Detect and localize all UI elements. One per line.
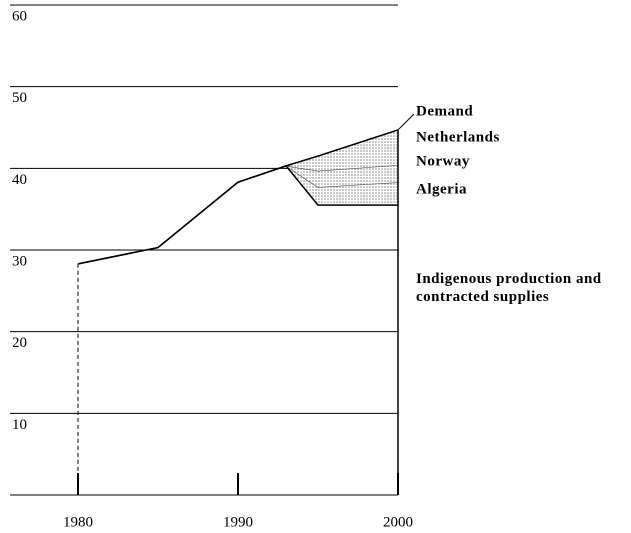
y-tick-label: 50 — [12, 90, 27, 106]
y-tick-label: 20 — [12, 335, 27, 351]
series-label: Algeria — [416, 181, 467, 197]
y-tick-label: 30 — [12, 253, 27, 269]
y-tick-label: 10 — [12, 417, 27, 433]
line — [77, 129, 399, 265]
x-tick-label: 1980 — [63, 514, 93, 530]
y-tick-label: 40 — [12, 172, 27, 188]
x-tick-label: 2000 — [383, 514, 413, 530]
series-label: Norway — [416, 153, 470, 169]
y-tick-label: 60 — [12, 8, 27, 24]
leader-line — [397, 113, 415, 131]
area-segment — [286, 129, 398, 171]
x-tick-label: 1990 — [223, 514, 253, 530]
series-label: Indigenous production and contracted sup… — [416, 271, 602, 305]
area-segment — [286, 165, 398, 206]
series-label: Demand — [416, 103, 473, 119]
series-label: Netherlands — [416, 129, 500, 145]
